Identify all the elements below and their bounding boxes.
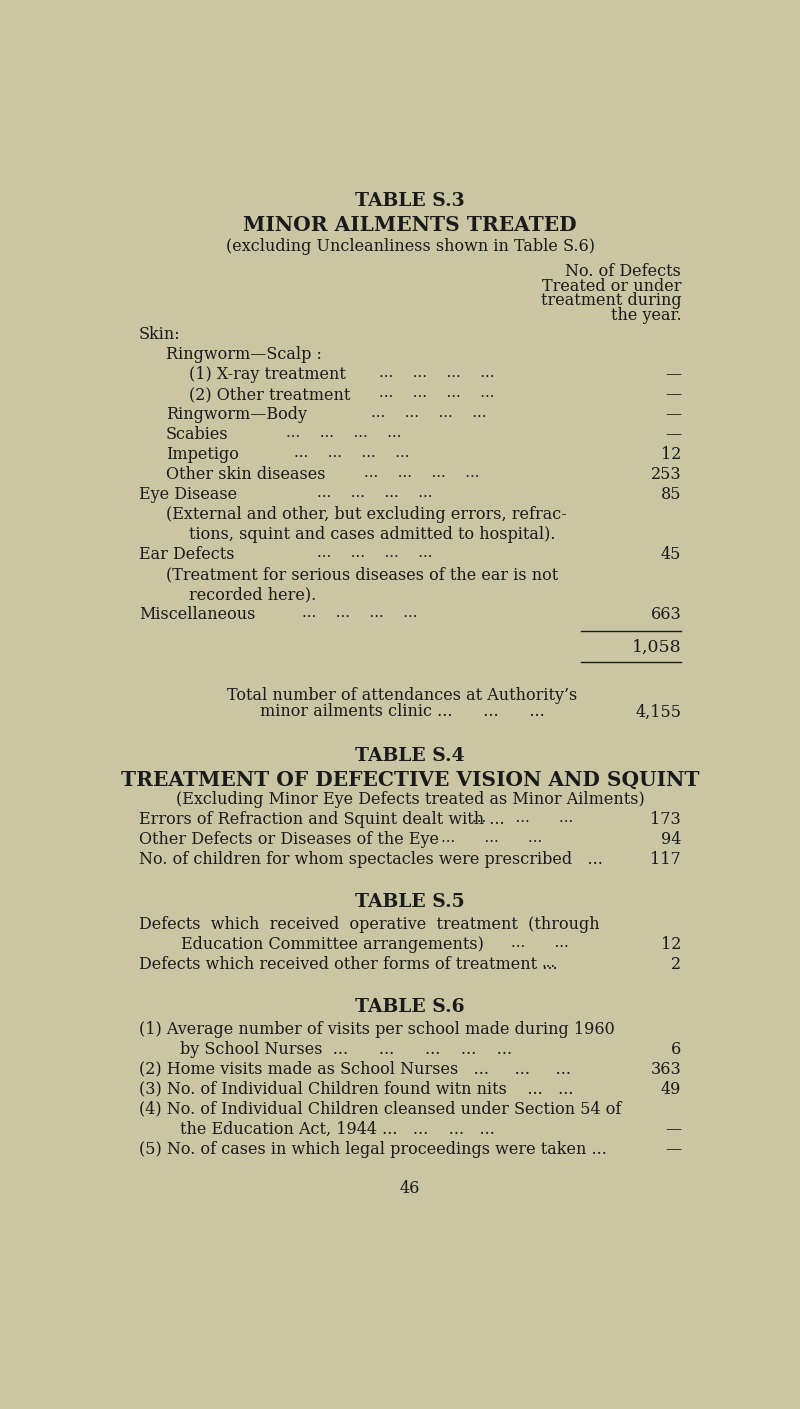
Text: 363: 363	[650, 1061, 682, 1078]
Text: (excluding Uncleanliness shown in Table S.6): (excluding Uncleanliness shown in Table …	[226, 238, 594, 255]
Text: Scabies: Scabies	[166, 427, 229, 444]
Text: 12: 12	[661, 447, 682, 464]
Text: 12: 12	[661, 936, 682, 952]
Text: —: —	[665, 386, 682, 403]
Text: Education Committee arrangements): Education Committee arrangements)	[182, 936, 484, 952]
Text: —: —	[665, 427, 682, 444]
Text: treatment during: treatment during	[541, 292, 682, 310]
Text: Eye Disease: Eye Disease	[138, 486, 237, 503]
Text: ...    ...    ...    ...: ... ... ... ...	[371, 406, 486, 420]
Text: TABLE S.3: TABLE S.3	[355, 192, 465, 210]
Text: —: —	[665, 406, 682, 423]
Text: 94: 94	[661, 831, 682, 848]
Text: ...    ...    ...    ...: ... ... ... ...	[302, 606, 417, 620]
Text: ...    ...    ...    ...: ... ... ... ...	[379, 366, 494, 380]
Text: 2: 2	[671, 957, 682, 974]
Text: (External and other, but excluding errors, refrac-: (External and other, but excluding error…	[166, 506, 566, 523]
Text: ...      ...: ... ...	[510, 936, 569, 950]
Text: ...      ...      ...: ... ... ...	[472, 812, 574, 826]
Text: ...: ...	[542, 957, 556, 969]
Text: TABLE S.5: TABLE S.5	[355, 893, 465, 910]
Text: —: —	[665, 1141, 682, 1158]
Text: —: —	[665, 1120, 682, 1138]
Text: No. of Defects: No. of Defects	[566, 263, 682, 280]
Text: MINOR AILMENTS TREATED: MINOR AILMENTS TREATED	[243, 216, 577, 235]
Text: Defects which received other forms of treatment ...: Defects which received other forms of tr…	[138, 957, 558, 974]
Text: tions, squint and cases admitted to hospital).: tions, squint and cases admitted to hosp…	[189, 527, 556, 544]
Text: Ringworm—Scalp :: Ringworm—Scalp :	[166, 347, 322, 364]
Text: (4) No. of Individual Children cleansed under Section 54 of: (4) No. of Individual Children cleansed …	[138, 1100, 621, 1117]
Text: minor ailments clinic ...      ...      ...: minor ailments clinic ... ... ...	[260, 703, 545, 720]
Text: (1) Average number of visits per school made during 1960: (1) Average number of visits per school …	[138, 1020, 614, 1037]
Text: 6: 6	[671, 1041, 682, 1058]
Text: Miscellaneous: Miscellaneous	[138, 606, 255, 623]
Text: (2) Home visits made as School Nurses   ...     ...     ...: (2) Home visits made as School Nurses ..…	[138, 1061, 570, 1078]
Text: by School Nurses  ...      ...      ...    ...    ...: by School Nurses ... ... ... ... ...	[138, 1041, 512, 1058]
Text: ...    ...    ...    ...: ... ... ... ...	[317, 547, 433, 561]
Text: Other skin diseases: Other skin diseases	[166, 466, 326, 483]
Text: —: —	[665, 366, 682, 383]
Text: (Excluding Minor Eye Defects treated as Minor Ailments): (Excluding Minor Eye Defects treated as …	[176, 792, 644, 809]
Text: ...    ...    ...    ...: ... ... ... ...	[294, 447, 410, 461]
Text: 85: 85	[661, 486, 682, 503]
Text: the year.: the year.	[610, 307, 682, 324]
Text: (3) No. of Individual Children found witn nits    ...   ...: (3) No. of Individual Children found wit…	[138, 1081, 574, 1098]
Text: (2) Other treatment: (2) Other treatment	[189, 386, 350, 403]
Text: 1,058: 1,058	[632, 638, 682, 655]
Text: recorded here).: recorded here).	[189, 586, 316, 603]
Text: Ringworm—Body: Ringworm—Body	[166, 406, 307, 423]
Text: 45: 45	[661, 547, 682, 564]
Text: Defects  which  received  operative  treatment  (through: Defects which received operative treatme…	[138, 916, 599, 933]
Text: Treated or under: Treated or under	[542, 278, 682, 294]
Text: the Education Act, 1944 ...   ...    ...   ...: the Education Act, 1944 ... ... ... ...	[138, 1120, 494, 1138]
Text: TREATMENT OF DEFECTIVE VISION AND SQUINT: TREATMENT OF DEFECTIVE VISION AND SQUINT	[121, 769, 699, 789]
Text: 253: 253	[650, 466, 682, 483]
Text: ...    ...    ...    ...: ... ... ... ...	[286, 427, 402, 440]
Text: TABLE S.6: TABLE S.6	[355, 998, 465, 1016]
Text: Other Defects or Diseases of the Eye: Other Defects or Diseases of the Eye	[138, 831, 438, 848]
Text: TABLE S.4: TABLE S.4	[355, 747, 465, 765]
Text: (5) No. of cases in which legal proceedings were taken ...: (5) No. of cases in which legal proceedi…	[138, 1141, 606, 1158]
Text: Total number of attendances at Authority’s: Total number of attendances at Authority…	[227, 686, 578, 703]
Text: 173: 173	[650, 812, 682, 828]
Text: Ear Defects: Ear Defects	[138, 547, 234, 564]
Text: 117: 117	[650, 851, 682, 868]
Text: No. of children for whom spectacles were prescribed   ...: No. of children for whom spectacles were…	[138, 851, 602, 868]
Text: Impetigo: Impetigo	[166, 447, 238, 464]
Text: ...    ...    ...    ...: ... ... ... ...	[379, 386, 494, 400]
Text: 4,155: 4,155	[635, 703, 682, 720]
Text: 663: 663	[650, 606, 682, 623]
Text: 46: 46	[400, 1181, 420, 1198]
Text: (1) X-ray treatment: (1) X-ray treatment	[189, 366, 346, 383]
Text: Errors of Refraction and Squint dealt with ...: Errors of Refraction and Squint dealt wi…	[138, 812, 504, 828]
Text: Skin:: Skin:	[138, 325, 180, 344]
Text: ...    ...    ...    ...: ... ... ... ...	[363, 466, 479, 480]
Text: ...    ...    ...    ...: ... ... ... ...	[317, 486, 433, 500]
Text: (Treatment for serious diseases of the ear is not: (Treatment for serious diseases of the e…	[166, 566, 558, 583]
Text: 49: 49	[661, 1081, 682, 1098]
Text: ...      ...      ...: ... ... ...	[441, 831, 542, 845]
